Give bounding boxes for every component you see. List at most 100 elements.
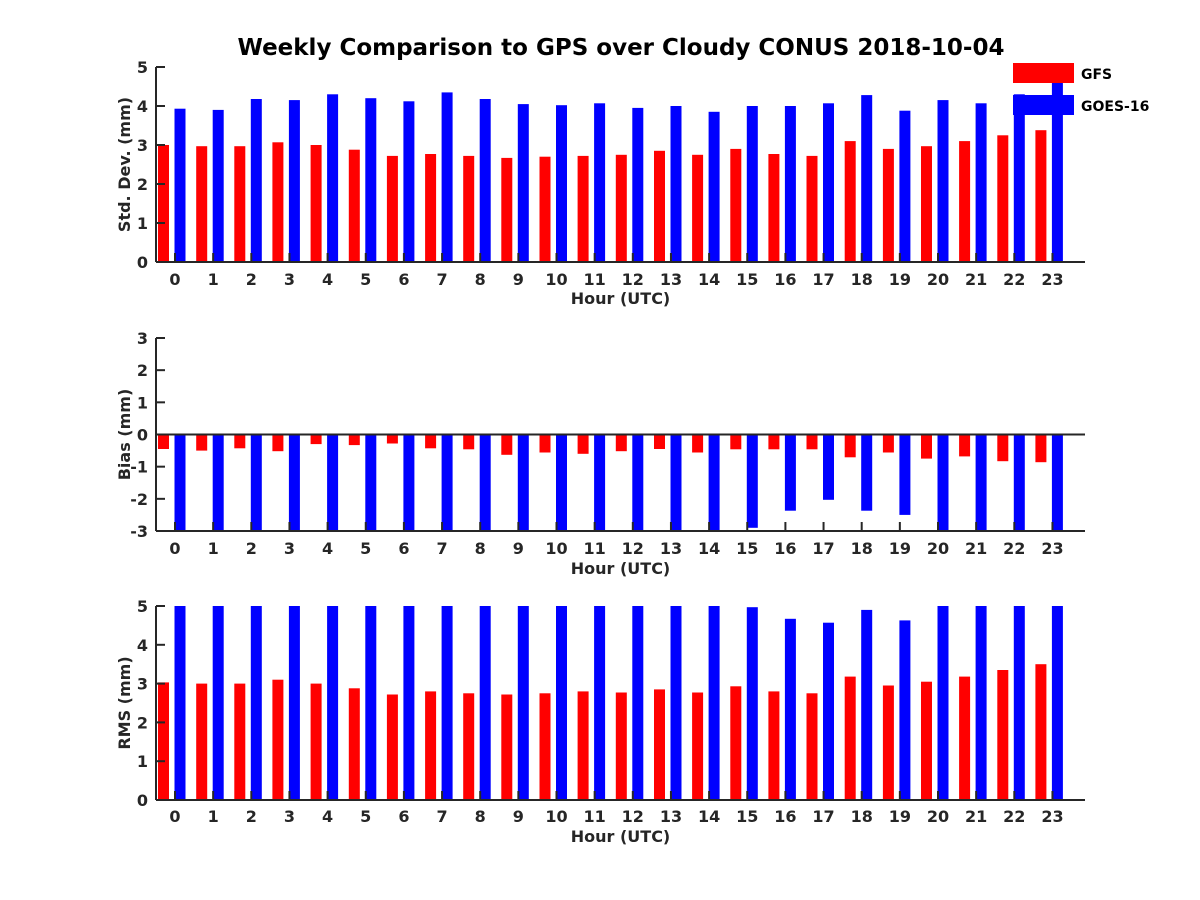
bar-gfs-hour-15 — [730, 435, 741, 450]
bar-goes-16-hour-2 — [251, 435, 262, 532]
bar-goes-16-hour-22 — [1014, 94, 1025, 262]
x-tick-label: 17 — [812, 270, 834, 289]
bar-gfs-hour-22 — [997, 435, 1008, 462]
bar-gfs-hour-8 — [463, 435, 474, 450]
x-tick-label: 9 — [513, 807, 524, 826]
x-tick-label: 6 — [398, 539, 409, 558]
x-tick-label: 23 — [1041, 807, 1063, 826]
bar-gfs-hour-10 — [540, 435, 551, 453]
x-tick-label: 17 — [812, 807, 834, 826]
bar-gfs-hour-0 — [158, 145, 169, 262]
bar-gfs-hour-0 — [158, 682, 169, 800]
y-tick-label: 0 — [137, 791, 148, 810]
x-tick-label: 19 — [889, 270, 911, 289]
bar-goes-16-hour-11 — [594, 435, 605, 532]
bar-goes-16-hour-15 — [747, 435, 758, 528]
bar-gfs-hour-14 — [692, 435, 703, 453]
x-tick-label: 8 — [475, 807, 486, 826]
bar-goes-16-hour-3 — [289, 606, 300, 800]
legend-swatch-gfs — [1013, 63, 1074, 83]
x-tick-label: 9 — [513, 539, 524, 558]
bar-gfs-hour-13 — [654, 689, 665, 800]
panel-2: -3-2-101230 1 2 3 4 5 6 7 8 9 10 11 12 13 14 15 16 17 18 19… — [115, 329, 1085, 578]
bar-gfs-hour-23 — [1035, 664, 1046, 800]
bar-goes-16-hour-17 — [823, 623, 834, 800]
bar-gfs-hour-2 — [234, 146, 245, 262]
bar-goes-16-hour-13 — [671, 435, 682, 532]
bar-gfs-hour-2 — [234, 684, 245, 800]
x-tick-label: 4 — [322, 807, 333, 826]
bar-goes-16-hour-1 — [213, 435, 224, 532]
y-tick-label: 2 — [137, 713, 148, 732]
y-tick-label: 2 — [137, 175, 148, 194]
x-tick-label: 5 — [360, 807, 371, 826]
x-axis-label: Hour (UTC) — [571, 559, 671, 578]
x-tick-label: 0 — [169, 807, 180, 826]
bar-goes-16-hour-12 — [632, 606, 643, 800]
bar-goes-16-hour-21 — [976, 103, 987, 262]
x-tick-label: 1 — [208, 807, 219, 826]
y-axis-label: RMS (mm) — [115, 656, 134, 749]
legend-label-goes-16: GOES-16 — [1081, 99, 1149, 115]
bar-gfs-hour-15 — [730, 686, 741, 800]
bar-gfs-hour-13 — [654, 435, 665, 450]
x-tick-label: 10 — [545, 270, 567, 289]
bar-goes-16-hour-22 — [1014, 435, 1025, 532]
bar-gfs-hour-14 — [692, 693, 703, 801]
bar-gfs-hour-5 — [349, 688, 360, 800]
bar-goes-16-hour-8 — [480, 99, 491, 262]
x-axis-label: Hour (UTC) — [571, 827, 671, 846]
bar-goes-16-hour-7 — [442, 606, 453, 800]
x-tick-label: 4 — [322, 539, 333, 558]
x-tick-label: 8 — [475, 539, 486, 558]
bar-gfs-hour-11 — [578, 435, 589, 454]
bar-gfs-hour-21 — [959, 435, 970, 457]
x-tick-label: 16 — [774, 539, 796, 558]
x-tick-label: 7 — [436, 539, 447, 558]
bar-goes-16-hour-13 — [671, 106, 682, 262]
bar-gfs-hour-18 — [845, 677, 856, 800]
bar-gfs-hour-1 — [196, 684, 207, 800]
bar-goes-16-hour-0 — [175, 606, 186, 800]
bar-goes-16-hour-9 — [518, 104, 529, 262]
x-tick-label: 23 — [1041, 539, 1063, 558]
legend-label-gfs: GFS — [1081, 67, 1112, 83]
x-tick-label: 20 — [927, 539, 949, 558]
bar-gfs-hour-18 — [845, 435, 856, 458]
bar-goes-16-hour-15 — [747, 607, 758, 800]
bar-gfs-hour-12 — [616, 155, 627, 262]
x-tick-label: 0 — [169, 270, 180, 289]
y-tick-label: 2 — [137, 361, 148, 380]
bar-gfs-hour-16 — [768, 691, 779, 800]
x-tick-label: 10 — [545, 539, 567, 558]
x-tick-label: 15 — [736, 270, 758, 289]
bar-goes-16-hour-4 — [327, 606, 338, 800]
bar-gfs-hour-1 — [196, 146, 207, 262]
x-tick-label: 11 — [584, 539, 606, 558]
x-tick-label: 5 — [360, 270, 371, 289]
bar-goes-16-hour-5 — [365, 606, 376, 800]
bar-goes-16-hour-2 — [251, 606, 262, 800]
y-tick-label: 1 — [137, 752, 148, 771]
bar-goes-16-hour-10 — [556, 105, 567, 262]
x-tick-label: 9 — [513, 270, 524, 289]
bar-goes-16-hour-9 — [518, 606, 529, 800]
bar-gfs-hour-8 — [463, 156, 474, 262]
bar-gfs-hour-10 — [540, 157, 551, 262]
bar-gfs-hour-8 — [463, 693, 474, 800]
bar-gfs-hour-18 — [845, 141, 856, 262]
x-tick-label: 6 — [398, 270, 409, 289]
x-tick-label: 23 — [1041, 270, 1063, 289]
x-tick-label: 22 — [1003, 807, 1025, 826]
bar-goes-16-hour-12 — [632, 108, 643, 262]
bar-goes-16-hour-17 — [823, 103, 834, 262]
bar-goes-16-hour-1 — [213, 606, 224, 800]
x-tick-label: 3 — [284, 539, 295, 558]
y-tick-label: 3 — [137, 675, 148, 694]
chart-title: Weekly Comparison to GPS over Cloudy CON… — [238, 35, 1005, 61]
x-tick-label: 22 — [1003, 270, 1025, 289]
bar-goes-16-hour-8 — [480, 435, 491, 532]
bar-goes-16-hour-0 — [175, 435, 186, 532]
y-tick-label: -3 — [130, 522, 148, 541]
